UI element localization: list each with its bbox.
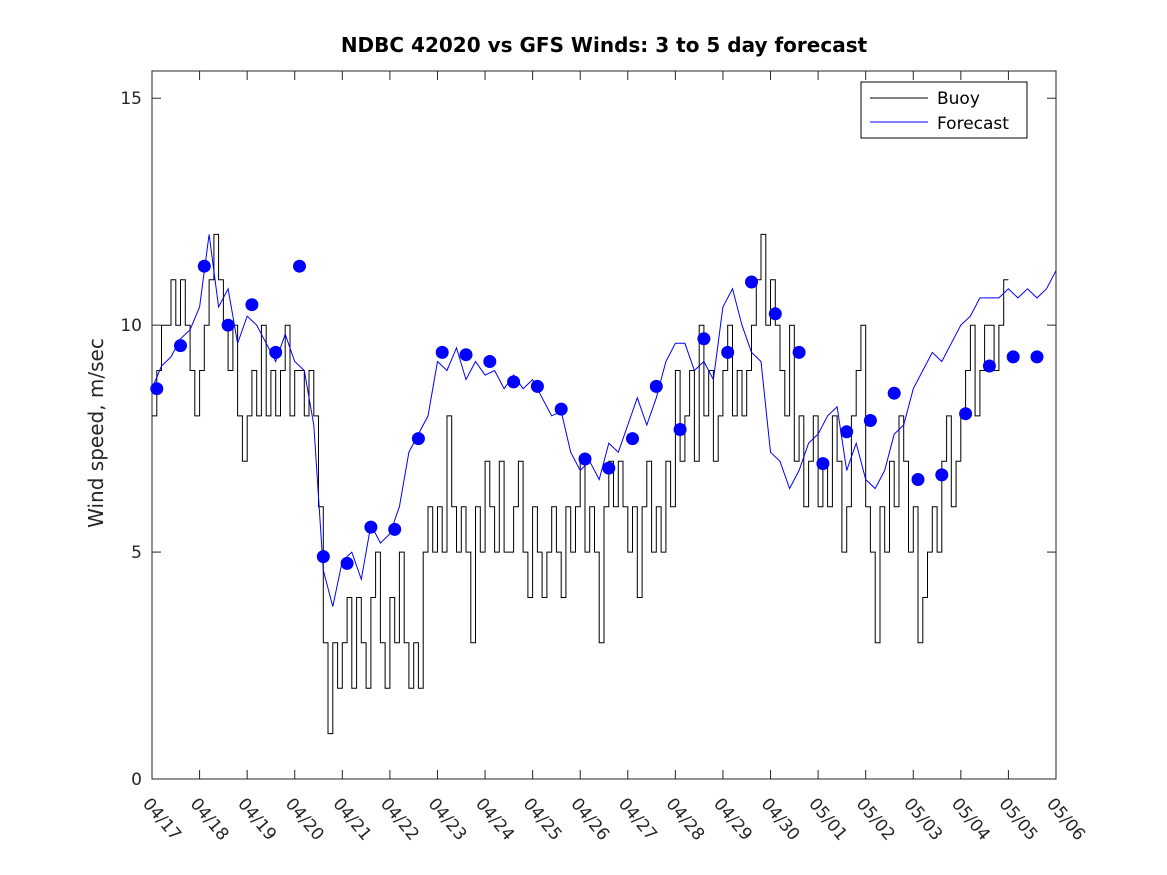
forecast-marker: [150, 382, 164, 396]
forecast-marker: [507, 375, 521, 389]
forecast-marker: [840, 425, 854, 439]
forecast-marker: [887, 386, 901, 400]
forecast-marker: [697, 332, 711, 346]
forecast-marker: [411, 432, 425, 446]
forecast-marker: [388, 522, 402, 536]
forecast-marker: [935, 468, 949, 482]
forecast-marker: [792, 345, 806, 359]
series-line-forecast: [151, 234, 1057, 607]
forecast-marker: [459, 348, 473, 362]
forecast-marker: [578, 452, 592, 466]
chart-title: NDBC 42020 vs GFS Winds: 3 to 5 day fore…: [341, 33, 868, 57]
forecast-marker: [959, 407, 973, 421]
forecast-marker: [673, 423, 687, 436]
forecast-marker: [269, 345, 283, 359]
y-axis-label: Wind speed, m/sec: [84, 338, 108, 528]
forecast-marker: [721, 345, 735, 359]
forecast-marker: [911, 473, 925, 486]
forecast-marker: [863, 414, 877, 427]
forecast-marker: [768, 307, 782, 321]
forecast-marker: [174, 339, 187, 353]
forecast-marker: [626, 432, 639, 446]
forecast-marker: [293, 259, 306, 273]
y-tick-label: 0: [131, 770, 142, 790]
y-tick-label: 15: [120, 89, 142, 109]
forecast-marker: [483, 355, 497, 368]
forecast-marker: [982, 359, 996, 373]
forecast-marker: [1030, 350, 1044, 364]
forecast-marker: [245, 298, 259, 312]
legend-box: [860, 81, 1028, 139]
forecast-marker: [554, 402, 568, 416]
forecast-marker: [816, 457, 830, 471]
forecast-marker: [364, 520, 378, 534]
axes-box: [151, 70, 1057, 780]
legend: Buoy Forecast: [860, 81, 1028, 139]
y-tick-label: 10: [120, 316, 142, 336]
forecast-marker: [197, 259, 211, 273]
forecast-marker: [1006, 350, 1020, 364]
forecast-marker: [745, 275, 758, 289]
legend-label-buoy: Buoy: [937, 89, 980, 109]
forecast-marker: [221, 318, 235, 332]
forecast-marker: [649, 379, 663, 393]
y-tick-label: 5: [131, 543, 142, 563]
legend-label-forecast: Forecast: [937, 114, 1009, 134]
forecast-marker: [316, 550, 330, 564]
forecast-marker: [602, 461, 616, 475]
forecast-marker: [340, 556, 354, 570]
forecast-marker: [435, 345, 449, 359]
forecast-marker: [530, 379, 544, 393]
